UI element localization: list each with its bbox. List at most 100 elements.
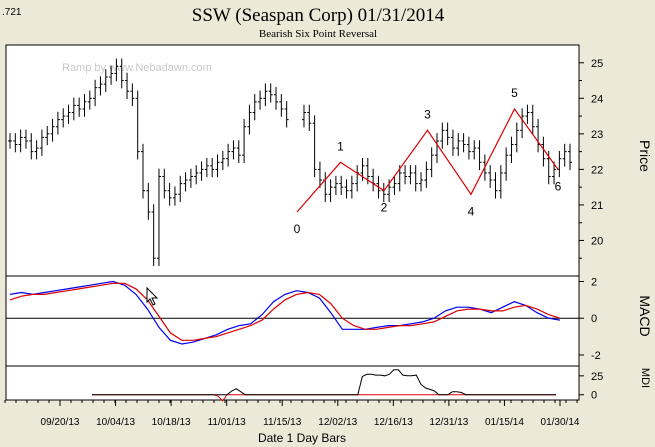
price-bar [119, 58, 124, 89]
x-axis-label: Date 1 Day Bars [258, 431, 346, 445]
pattern-point-label: 3 [424, 107, 431, 121]
price-tick-label: 23 [591, 129, 603, 141]
watermark: Ramp by www.Nebadawn.com [62, 62, 212, 74]
price-bar [312, 115, 317, 178]
price-bar [349, 175, 354, 199]
price-tick-label: 24 [591, 93, 603, 105]
price-bar [247, 104, 252, 135]
price-bar [29, 133, 34, 160]
corner-value: .721 [2, 7, 22, 18]
price-bar [87, 90, 92, 110]
price-bar [541, 136, 546, 167]
mdi-axis-label: MDI [639, 368, 651, 388]
mouse-cursor [146, 286, 159, 306]
price-bar [403, 165, 408, 185]
x-tick-label: 12/31/13 [429, 417, 468, 428]
chart-subtitle: Bearish Six Point Reversal [259, 28, 377, 40]
price-axis-label: Price [637, 140, 653, 172]
mdi-tick-label: 25 [591, 371, 603, 383]
mdi-series [92, 369, 556, 402]
price-tick-label: 22 [591, 164, 603, 176]
macd-tick-label: -2 [591, 350, 601, 362]
pattern-point-label: 4 [468, 204, 475, 218]
price-bar [178, 175, 183, 203]
price-bar [530, 104, 535, 135]
price-bar [55, 111, 60, 135]
pattern-point-label: 6 [555, 179, 562, 193]
price-tick-label: 25 [591, 58, 603, 70]
price-bar [456, 133, 461, 156]
chart-title: SSW (Seaspan Corp) 01/31/2014 [192, 5, 445, 26]
price-bar [274, 86, 279, 110]
price-bar [167, 182, 172, 206]
price-bar [8, 133, 12, 149]
price-bar [268, 83, 273, 103]
price-bar [242, 118, 247, 163]
price-bar [61, 108, 66, 128]
price-bar [568, 143, 572, 171]
price-bar [93, 79, 98, 107]
price-bar [194, 165, 199, 185]
price-bar [440, 122, 445, 149]
price-bar [301, 104, 306, 128]
x-tick-label: 09/20/13 [41, 417, 80, 428]
price-bar [141, 143, 146, 199]
price-bar [135, 90, 140, 160]
pattern-point-label: 0 [294, 222, 301, 236]
price-bar [146, 182, 151, 220]
price-bar [204, 158, 209, 178]
price-bar [66, 104, 71, 124]
price-bar [552, 161, 557, 185]
price-bar [50, 118, 55, 142]
price-bar [344, 179, 349, 199]
price-bar [339, 175, 344, 195]
price-bar [509, 136, 514, 163]
x-tick-label: 12/02/13 [318, 417, 357, 428]
price-bar [156, 168, 161, 267]
price-bar [71, 97, 76, 121]
price-tick-label: 21 [591, 200, 603, 212]
price-bar [514, 122, 519, 153]
price-bar [434, 133, 439, 163]
price-bar [18, 129, 23, 153]
plot-area [5, 44, 580, 401]
price-bar [472, 140, 477, 160]
price-bar [103, 69, 108, 92]
price-bar [114, 58, 119, 82]
pattern-line [296, 107, 559, 213]
price-bar [429, 147, 434, 178]
price-bar [199, 161, 204, 181]
price-bar [183, 172, 188, 192]
x-tick-label: 01/15/14 [485, 417, 524, 428]
x-axis: 09/20/13 10/04/13 10/18/13 11/01/13 11/15/13… [4, 400, 580, 428]
x-tick-label: 10/18/13 [152, 417, 191, 428]
price-bar [258, 90, 263, 110]
price-bar [82, 94, 87, 117]
price-bar [215, 154, 220, 178]
pattern-point-label: 5 [511, 86, 518, 100]
price-bar [98, 76, 103, 96]
price-bar [252, 94, 257, 121]
x-tick-label: 12/16/13 [374, 417, 413, 428]
price-bar [413, 165, 418, 192]
price-bar [525, 104, 530, 124]
price-bar [210, 158, 215, 178]
price-tick-label: 20 [591, 235, 603, 247]
macd-line [9, 280, 561, 345]
price-bar [231, 140, 236, 160]
price-bar [520, 108, 525, 139]
price-bar [39, 129, 44, 156]
price-bar [151, 204, 156, 267]
price-bar [408, 165, 413, 185]
macd-line [9, 282, 561, 341]
x-tick-label: 01/30/14 [541, 417, 580, 428]
price-bar [220, 150, 225, 171]
price-bar [284, 101, 289, 128]
macd-series [6, 280, 579, 345]
price-bar [34, 140, 39, 160]
price-bar [450, 129, 455, 156]
macd-tick-label: 0 [591, 313, 597, 325]
price-bar [130, 83, 135, 107]
